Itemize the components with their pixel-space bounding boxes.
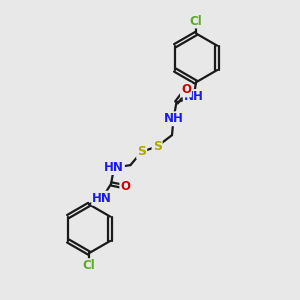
- Text: O: O: [181, 83, 191, 97]
- Text: Cl: Cl: [190, 14, 202, 28]
- Text: S: S: [153, 140, 162, 153]
- Text: NH: NH: [164, 112, 183, 125]
- Text: O: O: [120, 180, 130, 194]
- Text: HN: HN: [92, 192, 112, 205]
- Text: S: S: [137, 145, 146, 158]
- Text: HN: HN: [104, 161, 124, 174]
- Text: Cl: Cl: [83, 259, 95, 272]
- Text: NH: NH: [184, 90, 204, 103]
